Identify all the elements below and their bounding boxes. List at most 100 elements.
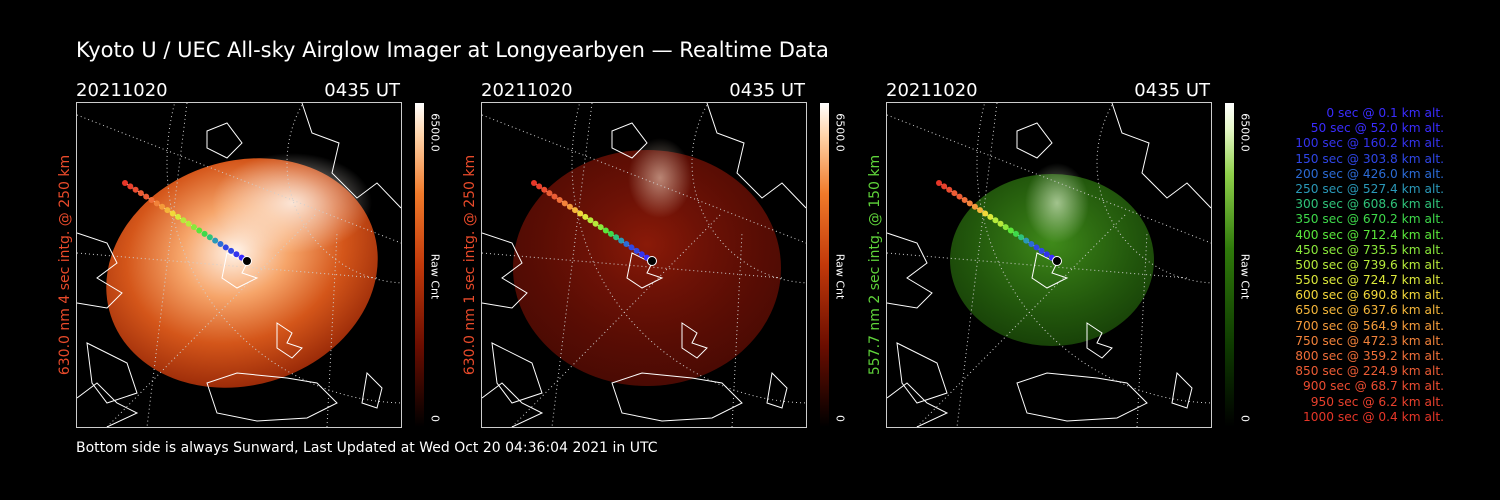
track-point bbox=[1002, 224, 1009, 231]
legend-row: 700 sec @ 564.9 km alt. bbox=[1295, 318, 1444, 333]
panel-2-cbar-unit: Raw Cnt bbox=[833, 253, 847, 300]
track-point bbox=[597, 224, 604, 231]
panel-1-cbar-max: 6500.0 bbox=[428, 113, 442, 152]
track-point bbox=[551, 193, 558, 200]
track-point bbox=[143, 193, 150, 200]
panel-2-side-label: 630.0 nm 1 sec intg. @ 250 km bbox=[462, 154, 478, 376]
legend-row: 100 sec @ 160.2 km alt. bbox=[1295, 136, 1444, 151]
track-point bbox=[206, 234, 213, 241]
track-point bbox=[185, 220, 192, 227]
track-point bbox=[623, 241, 630, 248]
track-point bbox=[196, 227, 203, 234]
track-point bbox=[633, 247, 640, 254]
track-point bbox=[1018, 234, 1025, 241]
track-point bbox=[217, 241, 224, 248]
legend-row: 300 sec @ 608.6 km alt. bbox=[1295, 197, 1444, 212]
legend-row: 400 sec @ 712.4 km alt. bbox=[1295, 227, 1444, 242]
panel-3-cbar-min: 0 bbox=[1238, 415, 1252, 422]
track-point bbox=[602, 227, 609, 234]
track-point bbox=[228, 247, 235, 254]
track-point bbox=[159, 203, 166, 210]
track-point bbox=[956, 193, 963, 200]
airglow-disc bbox=[513, 150, 781, 386]
panel-3-cbar-unit: Raw Cnt bbox=[1238, 253, 1252, 300]
track-point bbox=[1028, 241, 1035, 248]
panel-1-time: 0435 UT bbox=[324, 80, 400, 101]
track-point bbox=[977, 207, 984, 214]
track-point bbox=[1023, 237, 1030, 244]
legend-row: 500 sec @ 739.6 km alt. bbox=[1295, 257, 1444, 272]
aurora-patch bbox=[1025, 163, 1089, 243]
track-point bbox=[982, 210, 989, 217]
track-point bbox=[997, 220, 1004, 227]
legend-row: 0 sec @ 0.1 km alt. bbox=[1326, 106, 1444, 120]
panel-1-cbar-unit: Raw Cnt bbox=[428, 253, 442, 300]
station-marker bbox=[242, 256, 252, 266]
track-point bbox=[577, 210, 584, 217]
track-point bbox=[148, 196, 155, 203]
panel-1-image bbox=[76, 102, 402, 428]
legend-row: 800 sec @ 359.2 km alt. bbox=[1295, 349, 1444, 363]
track-point bbox=[153, 200, 160, 207]
panel-1-colorbar bbox=[415, 103, 424, 427]
satellite-track bbox=[936, 180, 1062, 266]
satellite-track bbox=[122, 180, 252, 266]
panel-2-cbar-min: 0 bbox=[833, 415, 847, 422]
track-point bbox=[587, 217, 594, 224]
footer-note: Bottom side is always Sunward, Last Upda… bbox=[76, 440, 658, 456]
coastlines bbox=[887, 103, 1211, 427]
track-point bbox=[638, 251, 645, 258]
track-point bbox=[936, 180, 942, 186]
station-marker bbox=[647, 256, 657, 266]
track-point bbox=[1012, 230, 1019, 237]
track-point bbox=[941, 183, 948, 190]
track-point bbox=[1007, 227, 1014, 234]
satellite-track bbox=[531, 180, 657, 266]
panel-2-image bbox=[481, 102, 807, 428]
track-point bbox=[212, 237, 219, 244]
track-point bbox=[233, 251, 240, 258]
panel-2-cbar-max: 6500.0 bbox=[833, 113, 847, 152]
aurora-patch bbox=[628, 138, 692, 218]
panel-3-colorbar bbox=[1225, 103, 1234, 427]
track-point bbox=[169, 210, 176, 217]
panel-2-colorbar-labels: 6500.0 Raw Cnt 0 bbox=[833, 102, 847, 428]
track-point bbox=[531, 180, 537, 186]
track-point bbox=[628, 244, 635, 251]
track-point bbox=[572, 207, 579, 214]
track-point bbox=[180, 217, 187, 224]
track-point bbox=[536, 183, 543, 190]
track-point bbox=[618, 237, 625, 244]
track-point bbox=[992, 217, 999, 224]
track-point bbox=[132, 186, 139, 193]
legend-row: 750 sec @ 472.3 km alt. bbox=[1295, 333, 1444, 348]
legend-row: 850 sec @ 224.9 km alt. bbox=[1295, 364, 1444, 379]
panel-1-date: 20211020 bbox=[76, 80, 168, 101]
coastlines bbox=[77, 103, 401, 427]
coastlines bbox=[482, 103, 806, 427]
track-point bbox=[546, 190, 553, 197]
track-point bbox=[1038, 247, 1045, 254]
panel-3-date: 20211020 bbox=[886, 80, 978, 101]
legend-row: 50 sec @ 52.0 km alt. bbox=[1310, 121, 1444, 136]
track-point bbox=[582, 213, 589, 220]
legend-row: 150 sec @ 303.8 km alt. bbox=[1295, 151, 1444, 166]
station-marker bbox=[1052, 256, 1062, 266]
track-point bbox=[566, 203, 573, 210]
legend-row: 250 sec @ 527.4 km alt. bbox=[1295, 181, 1444, 196]
panel-2-colorbar bbox=[820, 103, 829, 427]
panel-3-side-label: 557.7 nm 2 sec intg. @ 150 km bbox=[867, 154, 883, 376]
panel-1-side-label: 630.0 nm 4 sec intg. @ 250 km bbox=[57, 154, 73, 376]
legend-row: 350 sec @ 670.2 km alt. bbox=[1295, 212, 1444, 227]
legend-row: 1000 sec @ 0.4 km alt. bbox=[1303, 409, 1444, 424]
track-point bbox=[164, 207, 171, 214]
track-point bbox=[556, 196, 563, 203]
legend-row: 650 sec @ 637.6 km alt. bbox=[1295, 303, 1444, 318]
track-point bbox=[201, 230, 208, 237]
altitude-legend: 0 sec @ 0.1 km alt. 50 sec @ 52.0 km alt.… bbox=[1262, 106, 1444, 425]
track-point bbox=[137, 190, 144, 197]
panel-3-image bbox=[886, 102, 1212, 428]
track-point bbox=[961, 196, 968, 203]
panel-3-colorbar-labels: 6500.0 Raw Cnt 0 bbox=[1238, 102, 1252, 428]
track-point bbox=[175, 213, 182, 220]
